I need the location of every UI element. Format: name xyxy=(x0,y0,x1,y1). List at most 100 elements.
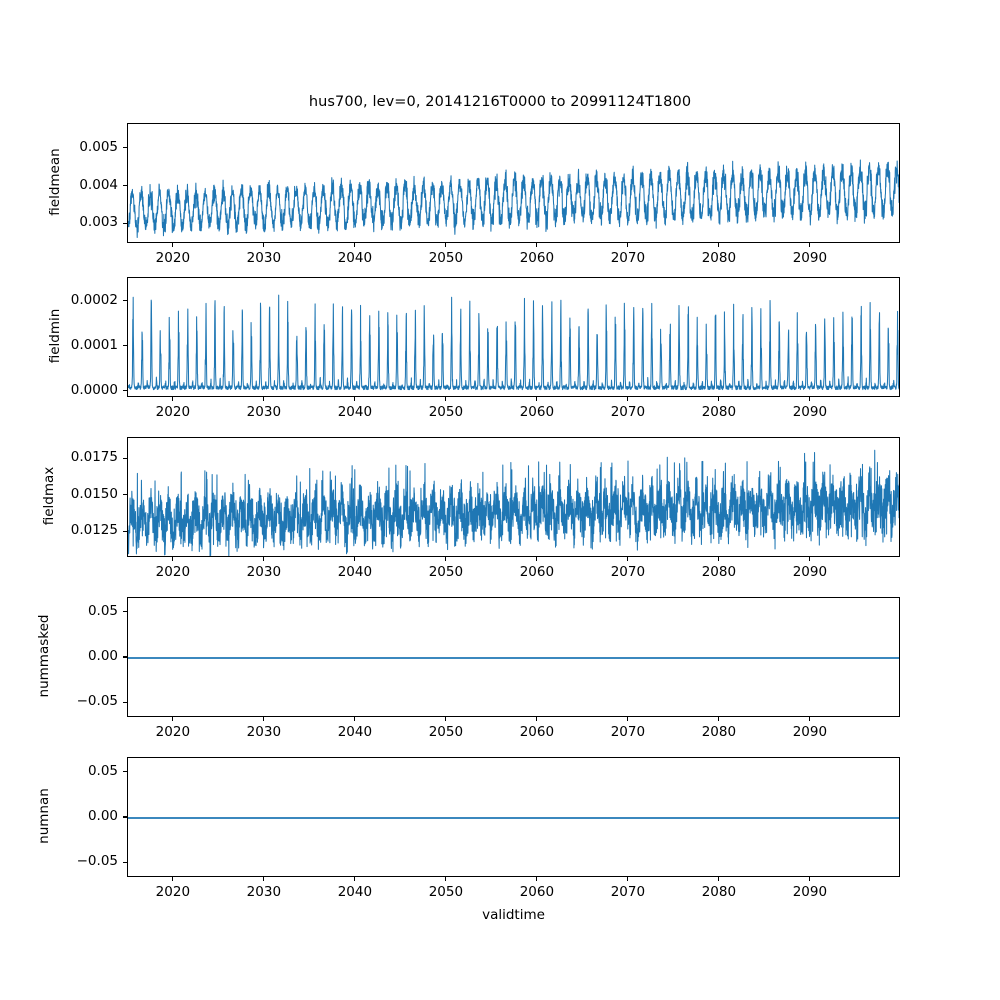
x-tick-mark xyxy=(627,243,629,248)
plot-line-fieldmean xyxy=(128,159,899,239)
x-tick-mark xyxy=(354,557,356,562)
axes-frame-fieldmax xyxy=(127,437,900,557)
x-tick-label: 2020 xyxy=(155,724,191,740)
x-tick-mark xyxy=(536,557,538,562)
x-tick-mark xyxy=(809,717,811,722)
y-axis-label-fieldmax: fieldmax xyxy=(41,466,57,526)
y-axis-label-nummasked: nummasked xyxy=(36,614,52,698)
y-tick-label: 0.0175 xyxy=(70,449,118,466)
x-tick-label: 2040 xyxy=(337,564,373,580)
x-tick-label: 2020 xyxy=(155,884,191,900)
x-tick-label: 2030 xyxy=(246,404,282,420)
x-tick-mark xyxy=(536,717,538,722)
x-tick-label: 2090 xyxy=(792,564,828,580)
x-tick-mark xyxy=(445,717,447,722)
x-tick-mark xyxy=(445,557,447,562)
subplot-numnan: −0.05 0.00 0.05 2020 2030 2040 2050 2060 2070 208… xyxy=(36,757,900,900)
x-tick-label: 2050 xyxy=(428,884,464,900)
x-tick-mark xyxy=(354,243,356,248)
x-tick-mark xyxy=(536,397,538,402)
y-tick-label: 0.00 xyxy=(87,808,118,824)
y-axis-label-fieldmean: fieldmean xyxy=(47,148,63,216)
y-tick-mark xyxy=(122,530,127,532)
subplot-fieldmax: 0.0125 0.0150 0.0175 2020 2030 2040 2050 2060 20… xyxy=(41,437,900,580)
x-tick-mark xyxy=(263,397,265,402)
x-tick-label: 2080 xyxy=(701,564,737,580)
x-tick-label: 2050 xyxy=(428,564,464,580)
y-tick-mark xyxy=(122,345,127,347)
axes-frame-nummasked xyxy=(127,597,900,717)
x-tick-label: 2060 xyxy=(519,884,555,900)
y-tick-mark xyxy=(122,770,127,773)
x-tick-mark xyxy=(263,717,265,722)
y-tick-label: 0.05 xyxy=(87,602,118,619)
y-tick-mark xyxy=(122,610,127,613)
x-tick-label: 2050 xyxy=(428,404,464,420)
x-tick-mark xyxy=(172,717,174,722)
y-tick-label: 0.0001 xyxy=(70,336,118,353)
x-tick-label: 2030 xyxy=(246,250,282,266)
x-tick-label: 2090 xyxy=(792,404,828,420)
x-tick-label: 2070 xyxy=(610,564,646,580)
x-tick-label: 2020 xyxy=(155,564,191,580)
y-tick-label: 0.004 xyxy=(79,176,118,193)
x-tick-label: 2050 xyxy=(428,724,464,740)
y-tick-mark xyxy=(122,656,127,658)
x-axis-label: validtime xyxy=(482,907,545,923)
x-tick-mark xyxy=(263,557,265,562)
x-tick-label: 2070 xyxy=(610,724,646,740)
x-tick-mark xyxy=(172,877,174,882)
plot-line-numnan xyxy=(128,817,899,819)
x-tick-label: 2040 xyxy=(337,884,373,900)
y-tick-label: −0.05 xyxy=(76,693,118,710)
y-tick-mark xyxy=(122,494,127,496)
x-tick-label: 2030 xyxy=(246,884,282,900)
x-tick-mark xyxy=(627,557,629,562)
x-tick-mark xyxy=(172,243,174,248)
x-tick-label: 2060 xyxy=(519,250,555,266)
x-tick-label: 2070 xyxy=(610,250,646,266)
axes-frame-fieldmin xyxy=(127,277,900,397)
y-tick-mark xyxy=(122,185,127,187)
x-tick-label: 2060 xyxy=(519,724,555,740)
x-tick-label: 2040 xyxy=(337,250,373,266)
axes-frame-fieldmean xyxy=(127,123,900,243)
y-axis-label-fieldmin: fieldmin xyxy=(47,308,63,364)
x-tick-mark xyxy=(263,243,265,248)
y-tick-label: 0.005 xyxy=(79,138,118,155)
y-tick-mark xyxy=(122,147,127,149)
x-tick-label: 2060 xyxy=(519,564,555,580)
x-tick-mark xyxy=(809,877,811,882)
plot-line-nummasked xyxy=(128,657,899,659)
x-tick-mark xyxy=(627,877,629,882)
y-tick-label: 0.003 xyxy=(79,214,118,231)
x-tick-label: 2040 xyxy=(337,404,373,420)
x-tick-label: 2090 xyxy=(792,250,828,266)
x-tick-mark xyxy=(445,243,447,248)
x-tick-mark xyxy=(172,397,174,402)
x-tick-mark xyxy=(445,397,447,402)
x-tick-mark xyxy=(718,717,720,722)
subplot-fieldmean: 0.003 0.004 0.005 2020 2030 2040 2050 2060 2070 2… xyxy=(47,123,900,266)
x-tick-mark xyxy=(809,557,811,562)
x-tick-mark xyxy=(536,877,538,882)
x-tick-mark xyxy=(809,243,811,248)
x-tick-label: 2070 xyxy=(610,884,646,900)
x-tick-label: 2020 xyxy=(155,250,191,266)
y-tick-mark xyxy=(122,299,127,302)
figure-title: hus700, lev=0, 20141216T0000 to 20991124… xyxy=(308,94,692,110)
y-tick-mark xyxy=(122,701,127,703)
x-tick-label: 2080 xyxy=(701,724,737,740)
x-tick-mark xyxy=(354,397,356,402)
x-tick-mark xyxy=(445,877,447,882)
y-tick-label: 0.00 xyxy=(87,648,118,664)
x-tick-mark xyxy=(354,717,356,722)
x-tick-mark xyxy=(718,877,720,882)
x-tick-mark xyxy=(718,243,720,248)
plot-line-fieldmin xyxy=(128,294,899,391)
x-tick-label: 2090 xyxy=(792,724,828,740)
y-tick-label: 0.0002 xyxy=(70,291,118,308)
x-tick-label: 2080 xyxy=(701,884,737,900)
y-tick-mark xyxy=(122,222,127,224)
y-tick-mark xyxy=(122,457,127,459)
